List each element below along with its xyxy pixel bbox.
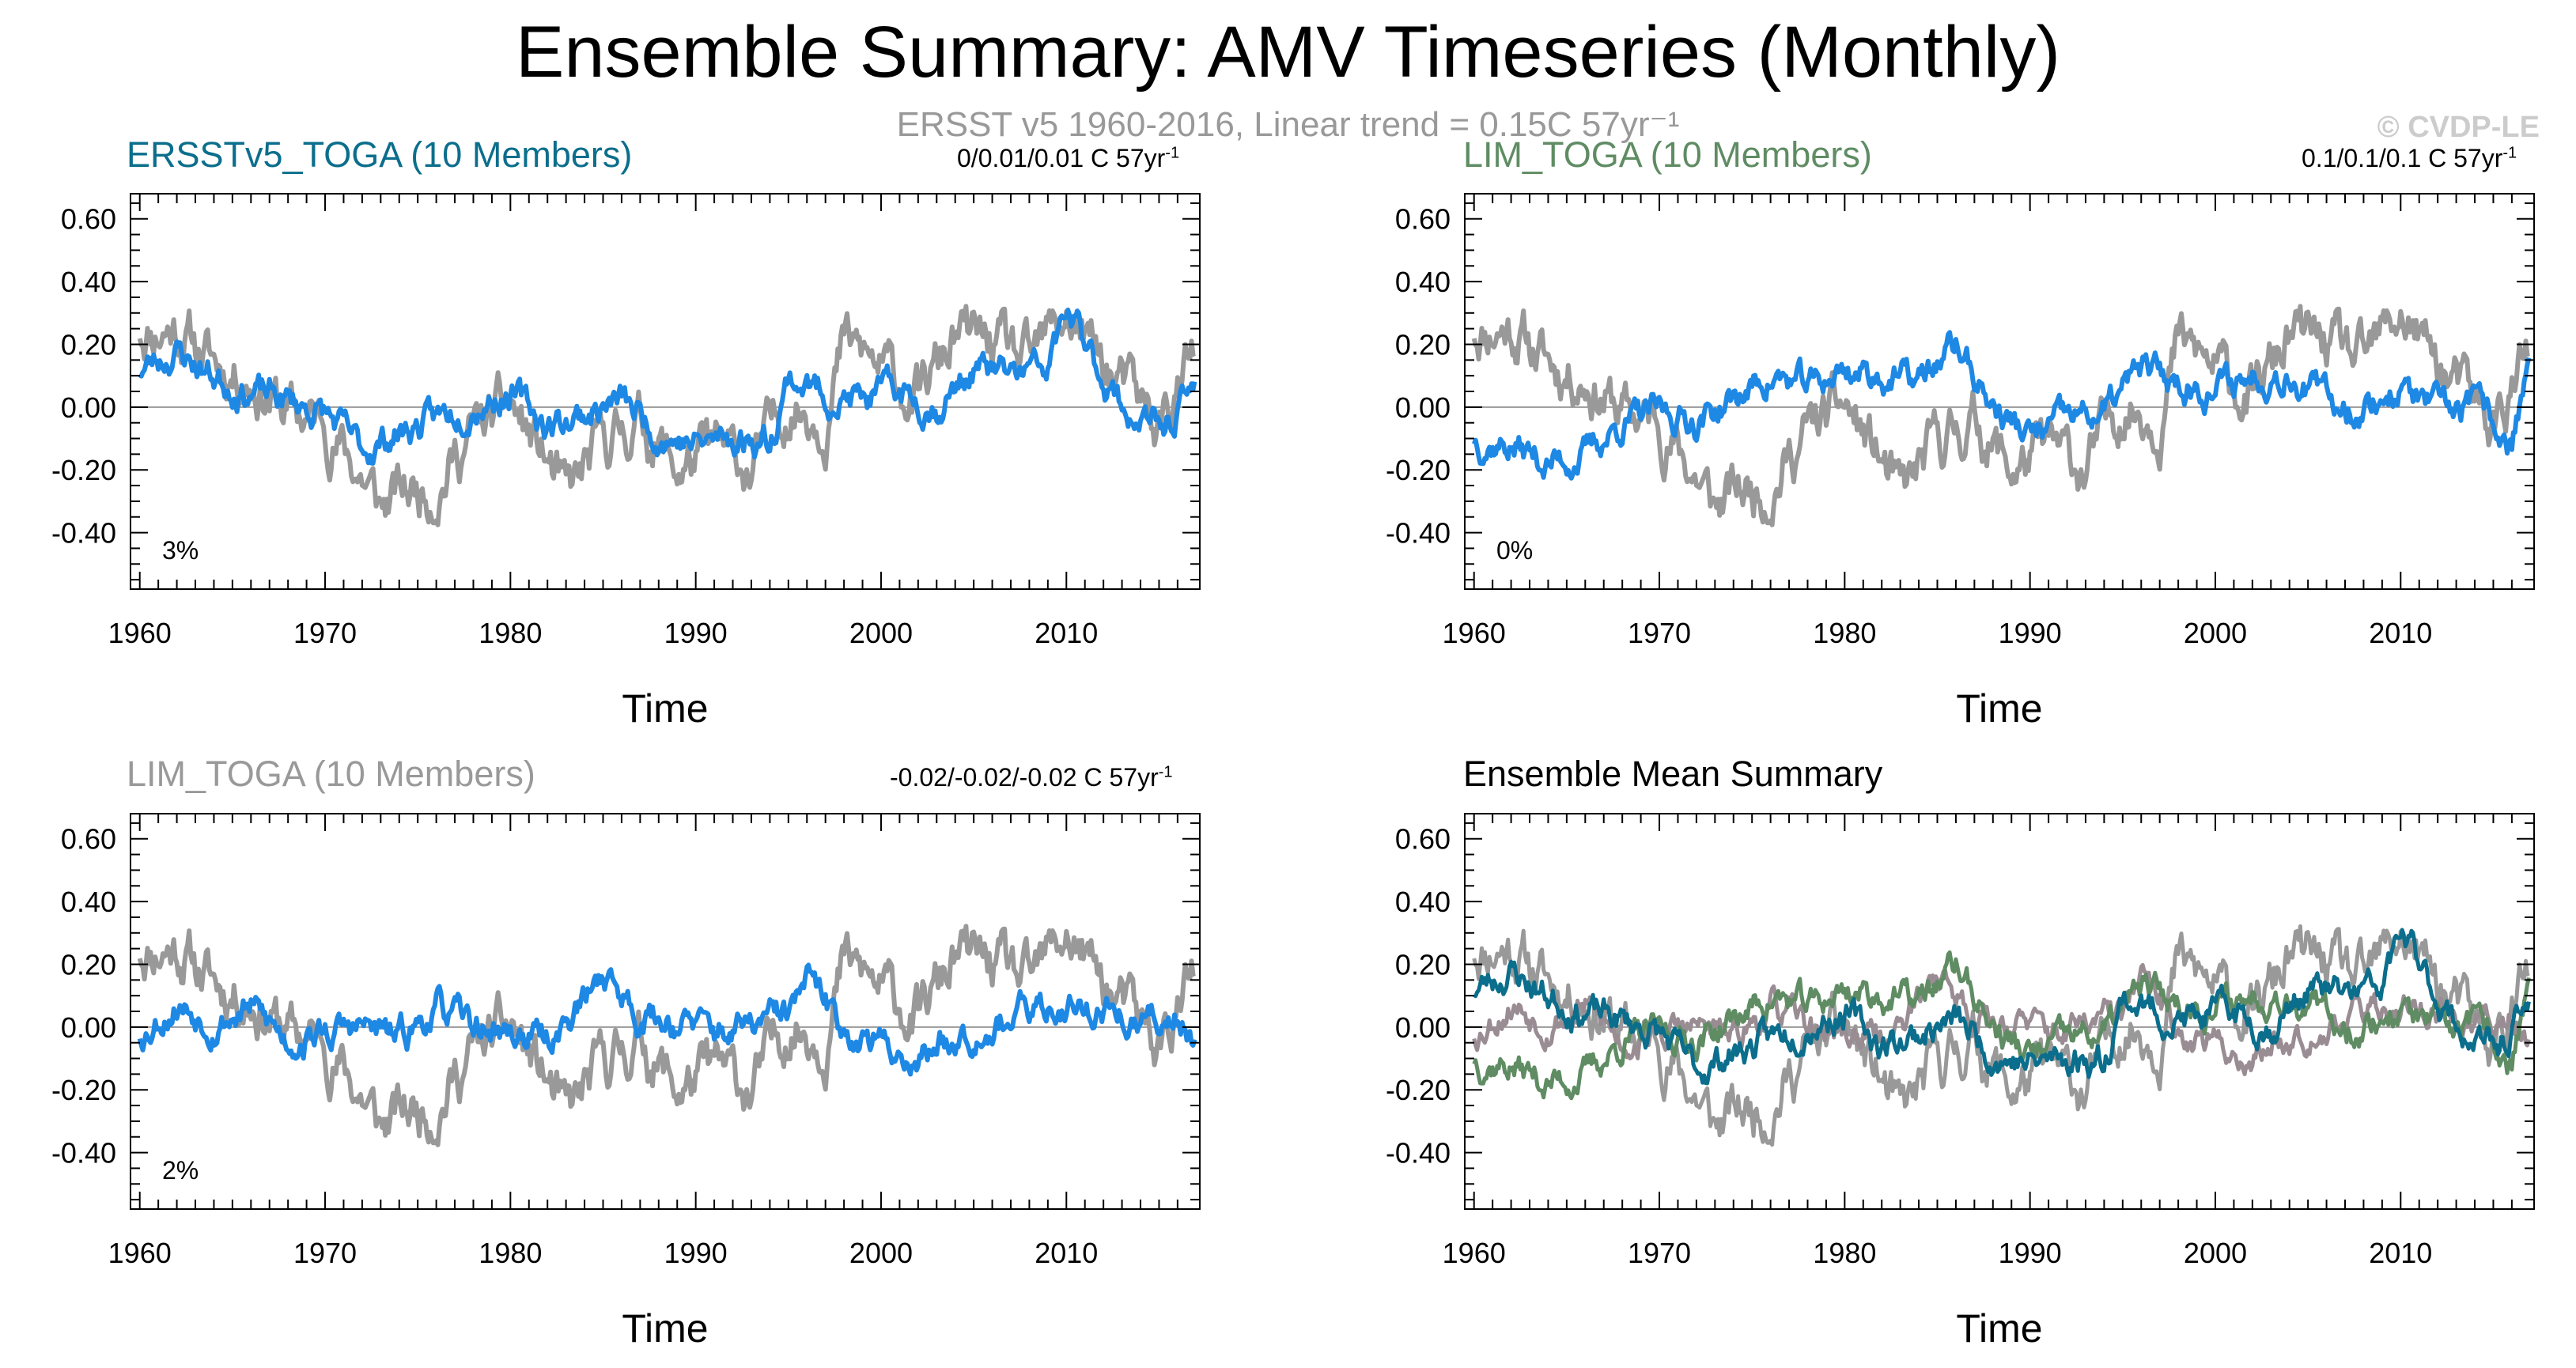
trend-label-top-right: 0.1/0.1/0.1 C 57yr-1 — [2302, 144, 2517, 172]
series-line-3 — [1473, 928, 2531, 1086]
y-tick-label: 0.00 — [1395, 391, 1451, 424]
x-tick-label: 1970 — [1628, 617, 1691, 649]
x-tick-label: 1980 — [479, 617, 542, 649]
x-tick-label: 1960 — [1443, 1237, 1506, 1269]
figure-title: Ensemble Summary: AMV Timeseries (Monthl… — [516, 12, 2060, 93]
panel-title-bottom-left: LIM_TOGA (10 Members) — [127, 754, 535, 794]
x-tick-label: 2000 — [849, 617, 913, 649]
x-tick-label: 2010 — [2369, 617, 2432, 649]
x-tick-label: 1980 — [1813, 1237, 1876, 1269]
x-tick-label: 1990 — [1999, 617, 2062, 649]
x-tick-label: 1960 — [108, 1237, 172, 1269]
x-tick-label: 2000 — [849, 1237, 913, 1269]
x-tick-label: 1990 — [664, 1237, 728, 1269]
x-tick-label: 2010 — [1035, 617, 1098, 649]
y-tick-label: 0.60 — [1395, 823, 1451, 856]
figure-subtitle: ERSST v5 1960-2016, Linear trend = 0.15C… — [896, 105, 1680, 144]
percent-label: 2% — [162, 1156, 199, 1185]
y-tick-label: 0.20 — [61, 328, 116, 361]
y-tick-label: -0.40 — [1386, 1137, 1451, 1170]
x-tick-label: 2000 — [2184, 1237, 2247, 1269]
trend-label-bottom-left: -0.02/-0.02/-0.02 C 57yr-1 — [890, 763, 1173, 792]
y-tick-label: 0.40 — [1395, 266, 1451, 298]
x-tick-label: 1990 — [664, 617, 728, 649]
chart-panel-top-left: 0.60 0.40 0.20 0.00 -0.20 -0.40 1960 1970 1980 19… — [51, 193, 1201, 731]
x-tick-label: 1980 — [479, 1237, 542, 1269]
panel-title-top-left: ERSSTv5_TOGA (10 Members) — [127, 134, 633, 175]
y-tick-label: 0.00 — [1395, 1011, 1451, 1044]
panel-title-bottom-right: Ensemble Mean Summary — [1463, 754, 1883, 794]
percent-label: 0% — [1496, 536, 1533, 565]
x-tick-label: 2010 — [1035, 1237, 1098, 1269]
trend-label-top-left: 0/0.01/0.01 C 57yr-1 — [957, 144, 1180, 172]
y-tick-label: -0.40 — [1386, 517, 1451, 550]
x-axis-label: Time — [1956, 1306, 2042, 1351]
y-tick-label: -0.20 — [51, 1074, 116, 1106]
y-tick-label: 0.20 — [1395, 948, 1451, 981]
y-tick-label: 0.20 — [61, 948, 116, 981]
x-tick-label: 1990 — [1999, 1237, 2062, 1269]
x-tick-label: 1960 — [1443, 617, 1506, 649]
y-tick-label: 0.60 — [61, 823, 116, 856]
y-tick-label: 0.00 — [61, 1011, 116, 1044]
x-tick-label: 1970 — [1628, 1237, 1691, 1269]
y-tick-label: -0.20 — [51, 454, 116, 486]
y-tick-label: -0.40 — [51, 517, 116, 550]
series-line-1 — [1471, 330, 2532, 481]
chart-panel-bottom-right: 0.60 0.40 0.20 0.00 -0.20 -0.40 1960 1970 1980 19… — [1386, 813, 2535, 1351]
x-axis-label: Time — [622, 686, 708, 731]
x-tick-label: 2010 — [2369, 1237, 2432, 1269]
copyright-label: © CVDP-LE — [2377, 111, 2540, 144]
series-line-1 — [137, 962, 1197, 1077]
series-line-0 — [137, 304, 1197, 527]
y-tick-label: 0.60 — [61, 203, 116, 236]
x-tick-label: 1970 — [293, 1237, 357, 1269]
panel-title-top-right: LIM_TOGA (10 Members) — [1463, 134, 1872, 175]
percent-label: 3% — [162, 536, 199, 565]
y-tick-label: -0.40 — [51, 1137, 116, 1170]
x-tick-label: 2000 — [2184, 617, 2247, 649]
y-tick-label: -0.20 — [1386, 1074, 1451, 1106]
y-tick-label: 0.20 — [1395, 328, 1451, 361]
y-tick-label: 0.40 — [1395, 886, 1451, 918]
series-line-0 — [137, 924, 1197, 1147]
y-tick-label: 0.40 — [61, 266, 116, 298]
x-tick-label: 1960 — [108, 617, 172, 649]
y-tick-label: -0.20 — [1386, 454, 1451, 486]
chart-panel-bottom-left: 0.60 0.40 0.20 0.00 -0.20 -0.40 1960 1970 1980 19… — [51, 813, 1201, 1351]
x-axis-label: Time — [622, 1306, 708, 1351]
y-tick-label: 0.40 — [61, 886, 116, 918]
y-tick-label: 0.00 — [61, 391, 116, 424]
chart-panel-top-right: 0.60 0.40 0.20 0.00 -0.20 -0.40 1960 1970 1980 19… — [1386, 193, 2535, 731]
x-axis-label: Time — [1956, 686, 2042, 731]
x-tick-label: 1980 — [1813, 617, 1876, 649]
series-line-1 — [138, 308, 1197, 466]
x-tick-label: 1970 — [293, 617, 357, 649]
y-tick-label: 0.60 — [1395, 203, 1451, 236]
